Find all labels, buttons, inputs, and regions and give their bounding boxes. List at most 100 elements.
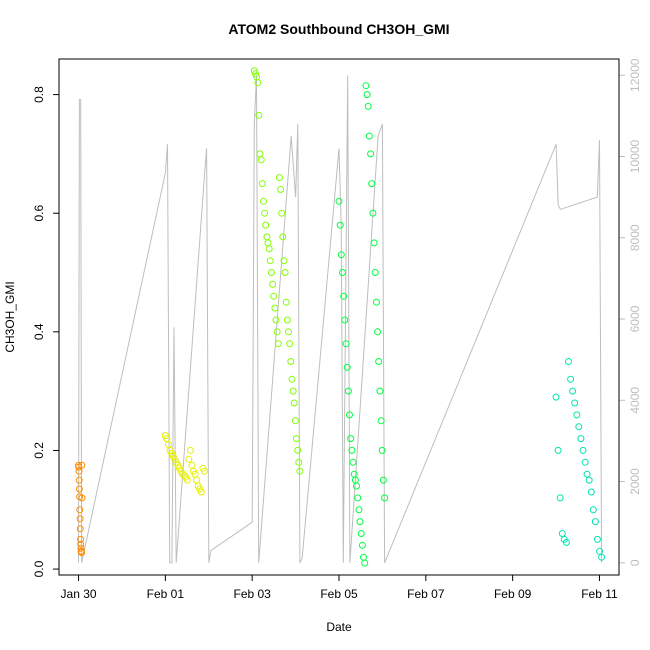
data-point (358, 541, 366, 549)
data-point (77, 540, 85, 548)
x-tick-label: Feb 07 (407, 587, 445, 601)
data-point (265, 245, 273, 253)
data-point (378, 446, 386, 454)
data-point (369, 209, 377, 217)
data-point (354, 494, 362, 502)
data-point (558, 530, 566, 537)
data-point (344, 387, 352, 395)
y-tick-label: 0.0 (32, 560, 46, 577)
data-point (274, 340, 282, 348)
y2-tick-label: 10000 (628, 140, 642, 174)
series-1 (75, 461, 86, 556)
secondary-line-layer (78, 75, 603, 564)
secondary-series-line (78, 75, 603, 564)
data-point (296, 467, 304, 475)
data-point (78, 549, 86, 556)
data-point (277, 186, 285, 193)
data-point (270, 292, 278, 300)
data-point (258, 180, 266, 188)
data-point (335, 197, 343, 205)
y2-tick-label: 4000 (628, 387, 642, 414)
data-point (267, 269, 275, 276)
data-point (285, 328, 292, 336)
data-point (281, 269, 289, 276)
data-point (552, 393, 560, 401)
data-point (349, 458, 357, 466)
data-point (594, 535, 601, 543)
data-point (293, 435, 300, 443)
x-tick-label: Feb 09 (494, 587, 532, 601)
data-point (379, 476, 387, 484)
data-point (294, 446, 302, 454)
data-point (577, 435, 585, 443)
data-point (567, 375, 575, 383)
series-4 (335, 82, 389, 567)
data-point (263, 233, 271, 241)
data-point (78, 461, 86, 469)
y-axis: 0.0 0.2 0.4 0.6 0.8 (32, 86, 60, 577)
data-point (282, 298, 290, 306)
data-point (252, 70, 259, 78)
plot-frame (58, 58, 620, 576)
data-point (591, 518, 599, 526)
x-tick-label: Feb 05 (320, 587, 358, 601)
data-point (286, 340, 294, 348)
data-point (339, 269, 346, 276)
data-point (76, 506, 84, 514)
data-point (341, 316, 349, 324)
data-point (291, 417, 299, 425)
data-point (283, 316, 291, 324)
data-point (583, 470, 591, 478)
data-point (260, 197, 267, 205)
data-point (264, 239, 272, 247)
data-point (278, 209, 286, 217)
data-point (75, 485, 83, 493)
data-point (78, 494, 86, 502)
x-axis: Jan 30 Feb 01 Feb 03 Feb 05 Feb 07 Feb 09 Feb … (61, 574, 618, 601)
data-point (262, 221, 270, 229)
data-point (573, 411, 581, 419)
data-point (280, 257, 288, 265)
data-point (290, 399, 298, 407)
data-point (367, 150, 375, 158)
data-point (571, 399, 579, 407)
data-point (254, 79, 262, 87)
data-point (165, 441, 172, 448)
data-point (569, 387, 577, 395)
data-point (357, 530, 365, 537)
data-point (261, 209, 269, 217)
data-point (581, 458, 589, 466)
data-point (350, 470, 358, 478)
data-point (193, 476, 201, 484)
y-tick-label: 0.6 (32, 205, 46, 222)
y-tick-label: 0.4 (32, 323, 46, 340)
data-point (336, 221, 344, 229)
data-point (362, 82, 370, 90)
data-point (269, 280, 277, 288)
data-point (381, 494, 389, 502)
data-point (295, 458, 303, 466)
data-point (360, 553, 367, 561)
y2-tick-label: 6000 (628, 305, 642, 332)
data-point (337, 251, 345, 259)
data-point (77, 544, 85, 552)
x-tick-label: Feb 01 (147, 587, 185, 601)
data-point (266, 257, 274, 265)
y2-axis: 0 2000 4000 6000 8000 10000 12000 (618, 58, 642, 566)
data-point (372, 298, 380, 306)
data-point (579, 446, 587, 454)
data-point (585, 476, 593, 484)
data-point (589, 506, 597, 514)
data-point (363, 91, 371, 99)
data-point (183, 476, 191, 484)
data-point (76, 525, 84, 533)
data-point (375, 358, 383, 365)
series-3 (250, 67, 304, 475)
data-point (575, 423, 583, 431)
x-tick-label: Jan 30 (61, 587, 97, 601)
data-point (75, 476, 83, 484)
data-point (186, 446, 194, 454)
data-point (565, 358, 572, 365)
x-tick-label: Feb 03 (233, 587, 271, 601)
